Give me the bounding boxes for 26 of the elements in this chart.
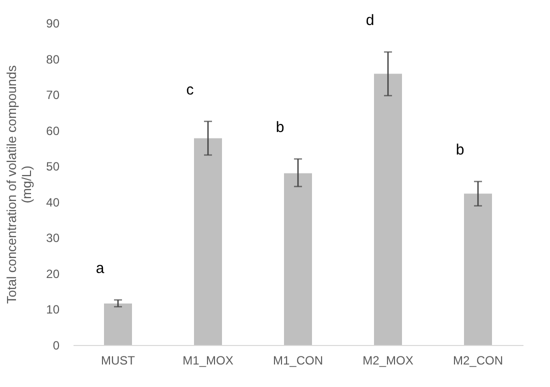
- y-tick-label: 70: [46, 88, 60, 102]
- annotation: a: [96, 260, 105, 277]
- y-tick-label: 10: [46, 302, 60, 317]
- y-tick-label: 40: [46, 195, 60, 210]
- y-tick-label: 30: [46, 231, 60, 246]
- x-tick-label: M2_MOX: [362, 354, 414, 368]
- x-tick-label: M2_CON: [452, 354, 504, 368]
- bar: [464, 194, 492, 345]
- bar: [284, 173, 312, 345]
- x-tick-label: M1_MOX: [182, 354, 234, 368]
- annotation: c: [186, 81, 194, 98]
- annotation: b: [276, 118, 284, 136]
- y-tick-label: 20: [46, 266, 60, 281]
- x-tick-label: M1_CON: [272, 354, 324, 368]
- annotation: b: [456, 141, 464, 158]
- y-tick-label: 80: [46, 52, 60, 66]
- y-axis-title: Total concentration of volatile compounds (mg/L): [4, 64, 34, 304]
- y-tick-label: 90: [46, 16, 60, 30]
- y-tick-label: 50: [46, 160, 60, 174]
- x-tick-label: MUST: [101, 354, 136, 368]
- y-tick-label: 0: [52, 338, 60, 352]
- bar: [104, 304, 132, 345]
- y-tick-label: 60: [46, 124, 60, 138]
- bar: [374, 74, 402, 345]
- bar: [194, 138, 222, 345]
- annotation: d: [366, 12, 374, 29]
